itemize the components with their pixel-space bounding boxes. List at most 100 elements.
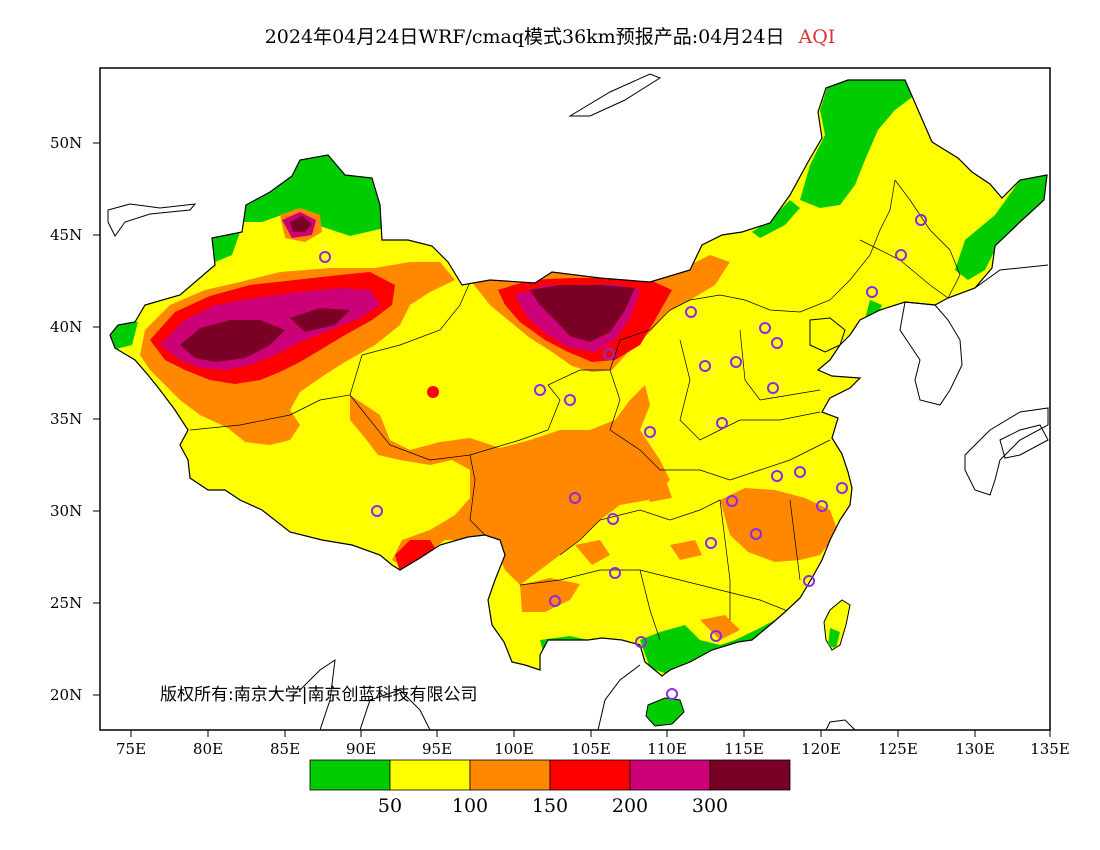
colorbar-swatch-1 bbox=[309, 759, 391, 791]
japan-shikoku bbox=[999, 424, 1049, 459]
city-markers bbox=[319, 214, 927, 700]
city-hohhot bbox=[685, 306, 697, 318]
city-xian bbox=[644, 426, 656, 438]
jilin-liaoning-boundary bbox=[859, 239, 949, 299]
green-north-strip bbox=[752, 200, 800, 238]
x-tick-85e: 85E bbox=[269, 740, 301, 758]
city-chongqing bbox=[607, 513, 619, 525]
city-nanjing bbox=[794, 466, 806, 478]
x-tick-110e: 110E bbox=[647, 740, 687, 758]
map-title: 2024年04月24日WRF/cmaq模式36km预报产品:04月24日 AQI bbox=[0, 22, 1100, 49]
y-tick-50n: 50N bbox=[50, 134, 83, 152]
bohai-coast bbox=[809, 317, 846, 353]
city-wuhan bbox=[726, 495, 738, 507]
city-lhasa bbox=[371, 505, 383, 517]
y-tick-40n: 40N bbox=[50, 318, 83, 336]
colorbar-swatch-5 bbox=[629, 759, 711, 791]
x-tick-90e: 90E bbox=[345, 740, 377, 758]
jiangxi-fujian-boundary bbox=[789, 499, 801, 581]
colorbar-label-100: 100 bbox=[451, 795, 489, 817]
colorbar-label-150: 150 bbox=[531, 795, 569, 817]
city-harbin bbox=[915, 214, 927, 226]
city-taiyuan bbox=[699, 360, 711, 372]
lake-baikal bbox=[568, 73, 662, 117]
southern-provinces-boundary bbox=[519, 569, 791, 613]
orange-hunan-patch bbox=[670, 540, 702, 560]
copyright-notice: 版权所有:南京大学|南京创蓝科技有限公司 bbox=[160, 685, 478, 705]
y-tick-20n: 20N bbox=[50, 686, 83, 704]
maroon-taklamakan bbox=[180, 320, 285, 362]
map-frame bbox=[99, 67, 1051, 731]
x-tick-105e: 105E bbox=[571, 740, 611, 758]
russia-east-coast bbox=[974, 264, 1049, 289]
city-beijing bbox=[759, 322, 771, 334]
colorbar-swatch-6 bbox=[709, 759, 791, 791]
green-daxinganling bbox=[800, 80, 915, 208]
city-kunming bbox=[549, 595, 561, 607]
orange-tibet-sichuan bbox=[350, 385, 670, 585]
city-nanchang bbox=[750, 528, 762, 540]
maroon-karamay bbox=[290, 216, 312, 232]
orange-jiangxi bbox=[720, 488, 838, 562]
colorbar-label-300: 300 bbox=[691, 795, 729, 817]
x-tick-135e: 135E bbox=[1030, 740, 1070, 758]
japan-kyushu-honshu bbox=[964, 407, 1049, 496]
colorbar-swatch-3 bbox=[469, 759, 551, 791]
x-tick-130e: 130E bbox=[955, 740, 995, 758]
colorbar-label-50: 50 bbox=[377, 795, 403, 817]
maroon-alxa bbox=[530, 285, 635, 342]
city-chengdu bbox=[569, 492, 581, 504]
city-tianjin bbox=[771, 337, 783, 349]
title-main: 2024年04月24日WRF/cmaq模式36km预报产品:04月24日 bbox=[264, 26, 785, 48]
city-yinchuan bbox=[603, 348, 615, 360]
xinjiang-tibet-boundary bbox=[189, 354, 363, 431]
lake-balkhash bbox=[107, 203, 197, 237]
city-zhengzhou bbox=[716, 417, 728, 429]
tick-marks bbox=[93, 142, 1051, 737]
colorbar-swatch-2 bbox=[389, 759, 471, 791]
hunan-jiangxi-boundary bbox=[719, 499, 731, 620]
orange-guizhou-patch bbox=[575, 540, 610, 565]
shanxi-henan-boundary bbox=[679, 339, 821, 441]
city-hangzhou bbox=[816, 500, 828, 512]
title-variable: AQI bbox=[798, 26, 836, 48]
city-haikou bbox=[666, 688, 678, 700]
india-coast bbox=[299, 658, 336, 731]
red-tibet-south bbox=[395, 540, 438, 572]
gansu-shaanxi-boundary bbox=[547, 369, 661, 471]
city-changchun bbox=[895, 249, 907, 261]
ningxia-inner-mongolia-boundary bbox=[609, 299, 691, 371]
y-tick-25n: 25N bbox=[50, 594, 83, 612]
x-tick-95e: 95E bbox=[421, 740, 453, 758]
vietnam-coast bbox=[597, 664, 641, 731]
city-shenyang bbox=[866, 286, 878, 298]
red-hotspot-qinghai bbox=[427, 386, 439, 398]
maroon-taklamakan-east bbox=[290, 308, 350, 332]
colorbar-swatch-4 bbox=[549, 759, 631, 791]
city-nanning bbox=[635, 636, 647, 648]
y-tick-45n: 45N bbox=[50, 226, 83, 244]
qinghai-sichuan-gansu-boundary bbox=[469, 384, 561, 456]
province-boundaries bbox=[189, 179, 961, 641]
y-tick-35n: 35N bbox=[50, 410, 83, 428]
orange-yunnan bbox=[520, 578, 580, 612]
xinjiang-gansu-qinghai-boundary bbox=[361, 281, 471, 356]
heilongjiang-jilin-boundary bbox=[894, 179, 961, 299]
green-northeast-border bbox=[955, 175, 1047, 280]
inner-mongolia-east-boundary bbox=[689, 179, 896, 313]
green-south-coast bbox=[640, 612, 790, 675]
hainan-island bbox=[645, 697, 685, 727]
city-urumqi bbox=[319, 251, 331, 263]
x-tick-125e: 125E bbox=[878, 740, 918, 758]
hebei-shandong-boundary bbox=[739, 329, 821, 401]
hubei-north-boundary bbox=[660, 439, 831, 481]
green-ili bbox=[212, 232, 240, 262]
x-tick-75e: 75E bbox=[115, 740, 147, 758]
guangxi-guangdong-boundary bbox=[639, 569, 661, 641]
city-lanzhou bbox=[564, 394, 576, 406]
city-hefei bbox=[771, 470, 783, 482]
taiwan-green-coast bbox=[828, 628, 840, 648]
neighbor-coastlines bbox=[107, 73, 1049, 731]
yunnan-guizhou-boundary bbox=[559, 519, 601, 556]
